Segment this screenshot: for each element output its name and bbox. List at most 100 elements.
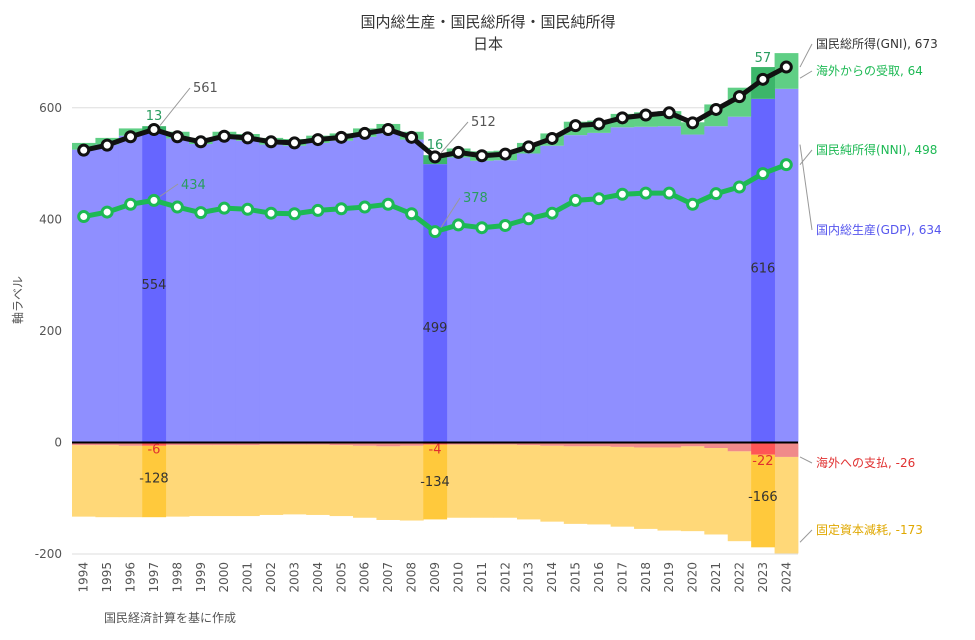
- nni-point: [451, 218, 465, 232]
- depreciation-bar: [727, 451, 752, 542]
- depreciation-bar: [376, 446, 401, 520]
- x-tick-label: 2023: [756, 562, 770, 593]
- nni-point: [241, 202, 255, 216]
- x-tick-label: 2008: [405, 562, 419, 593]
- nni-point: [405, 207, 419, 221]
- nni-point: [77, 210, 91, 224]
- depreciation-bar: [610, 446, 635, 527]
- end-label-leader: [799, 70, 813, 79]
- gni-point: [241, 131, 255, 145]
- nni-point: [170, 200, 184, 214]
- nni-point: [756, 167, 770, 181]
- gdp-bar: [353, 136, 377, 443]
- depreciation-bar: [516, 445, 541, 520]
- nni-point: [639, 186, 653, 200]
- payments-bar: [563, 442, 588, 447]
- payments-bar: [353, 442, 377, 446]
- x-tick-label: 2009: [428, 562, 442, 593]
- receipts-2023-label: 57: [755, 51, 772, 66]
- y-tick-label: 200: [39, 324, 62, 338]
- payments-bar: [189, 442, 213, 446]
- gni-point: [709, 102, 723, 116]
- nni-point: [287, 207, 301, 221]
- end-label: 固定資本減耗, -173: [816, 522, 923, 537]
- gni-point: [569, 119, 583, 133]
- gdp-bar: [540, 145, 565, 443]
- payments-bar: [540, 442, 565, 446]
- gni-point: [615, 111, 629, 125]
- payments-bar: [212, 442, 237, 446]
- depreciation-bar: [72, 445, 96, 517]
- x-tick-label: 2004: [311, 562, 325, 593]
- receipts-1997-label: 13: [146, 109, 163, 124]
- gdp-bar: [329, 140, 354, 443]
- x-tick-label: 2011: [475, 562, 489, 593]
- gdp-bar: [259, 144, 284, 443]
- x-tick-label: 2018: [639, 562, 653, 593]
- x-tick-label: 2017: [615, 562, 629, 593]
- x-tick-label: 2019: [662, 562, 676, 593]
- gdp-2009-label: 499: [423, 321, 448, 336]
- depreciation-bar: [399, 445, 424, 521]
- gni-point: [686, 116, 700, 130]
- gdp-bar: [118, 135, 143, 443]
- depreciation-bar: [751, 454, 775, 548]
- x-tick-label: 1996: [124, 562, 138, 593]
- payments-bar: [493, 442, 518, 445]
- nni-point: [100, 205, 114, 219]
- gni-point: [732, 90, 746, 104]
- gni-point: [405, 130, 419, 144]
- gni-point: [451, 145, 465, 159]
- y-tick-label: 600: [39, 101, 62, 115]
- leader-line: [440, 121, 469, 154]
- depreciation-bar: [634, 447, 658, 529]
- gni-point: [147, 123, 161, 137]
- gni-point: [77, 143, 91, 157]
- leader-line: [159, 183, 179, 197]
- x-tick-label: 1999: [194, 562, 208, 593]
- gdp-bar: [282, 145, 307, 443]
- gni-point: [592, 117, 606, 131]
- gni-point: [381, 123, 395, 137]
- nni-point: [217, 201, 231, 215]
- depreciation-2009-label: -134: [420, 475, 450, 490]
- gdp-bar: [235, 140, 260, 443]
- payments-bar: [95, 442, 120, 446]
- payments-1997-label: -6: [147, 443, 160, 458]
- x-tick-label: 1997: [147, 562, 161, 593]
- nni-point: [381, 197, 395, 211]
- payments-bar: [399, 442, 424, 446]
- end-label-leader: [799, 144, 813, 231]
- depreciation-bar: [657, 447, 682, 531]
- nni-point: [358, 200, 372, 214]
- depreciation-bar: [259, 444, 284, 515]
- payments-bar: [634, 442, 658, 448]
- nni-point: [709, 187, 723, 201]
- nni-point: [779, 158, 793, 172]
- chart-subtitle: 日本: [473, 35, 503, 53]
- leader-line: [159, 87, 191, 126]
- gdp-bar: [587, 132, 612, 443]
- gdp-bar: [610, 127, 635, 443]
- depreciation-bar: [353, 445, 377, 518]
- gni-point: [498, 147, 512, 161]
- x-tick-label: 1995: [100, 562, 114, 593]
- payments-bar: [774, 442, 799, 457]
- gdp-bar: [657, 126, 682, 443]
- x-tick-label: 2014: [545, 562, 559, 593]
- depreciation-bar: [774, 456, 799, 554]
- payments-bar: [680, 442, 705, 447]
- gni-point: [475, 149, 489, 163]
- payments-bar: [704, 442, 729, 449]
- gdp-bar: [72, 149, 96, 443]
- depreciation-bar: [680, 446, 705, 532]
- x-tick-label: 2001: [241, 562, 255, 593]
- gdp-bar: [680, 134, 705, 443]
- depreciation-bar: [189, 445, 213, 517]
- nni-point: [124, 197, 138, 211]
- payments-bar: [610, 442, 635, 447]
- x-tick-label: 2020: [686, 562, 700, 593]
- gdp-bar: [563, 135, 588, 443]
- nni-point: [615, 187, 629, 201]
